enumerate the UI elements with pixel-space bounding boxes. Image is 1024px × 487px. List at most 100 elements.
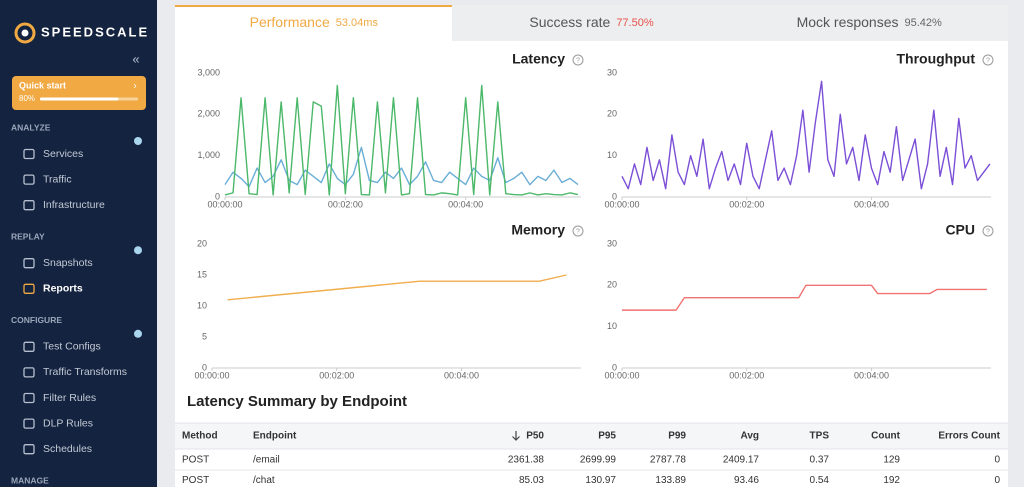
nav-item[interactable]: DLP Rules (43, 417, 93, 429)
x-tick-label: 00:00:00 (604, 370, 639, 380)
inactive-tabs-bg (452, 5, 1008, 41)
table-header[interactable]: Method (182, 431, 218, 442)
y-tick-label: 0 (612, 362, 617, 372)
table-header[interactable]: P99 (668, 431, 686, 442)
table-cell: 2699.99 (580, 455, 617, 466)
help-icon[interactable] (572, 54, 584, 66)
tab-name: Performance (250, 14, 330, 30)
table-title: Latency Summary by Endpoint (187, 393, 407, 410)
nav-icon (23, 283, 35, 294)
y-tick-label: 15 (197, 269, 207, 279)
x-tick-label: 00:00:00 (207, 199, 242, 209)
help-icon[interactable] (572, 225, 584, 237)
sort-icon[interactable] (512, 431, 520, 441)
table-cell: 93.46 (734, 475, 759, 486)
tab[interactable]: Success rate 77.50% (529, 14, 653, 30)
help-icon[interactable] (982, 225, 994, 237)
quick-start-card[interactable] (12, 76, 146, 110)
table-cell: 129 (883, 455, 900, 466)
table-cell: 0 (994, 455, 1000, 466)
nav-item[interactable]: Schedules (43, 443, 92, 455)
x-tick-label: 00:00:00 (604, 199, 639, 209)
table-header[interactable]: Count (871, 431, 901, 442)
quick-start-title: Quick start (19, 80, 66, 90)
y-tick-label: 10 (607, 321, 617, 331)
table-header[interactable]: P95 (598, 431, 616, 442)
nav-item[interactable]: Traffic (43, 173, 72, 185)
y-tick-label: 30 (607, 238, 617, 248)
tab[interactable]: Mock responses 95.42% (797, 14, 942, 30)
help-icon-mark: ? (576, 228, 580, 235)
table-cell: /email (253, 455, 280, 466)
table-cell: 0.54 (810, 475, 830, 486)
nav-item[interactable]: Traffic Transforms (43, 366, 127, 378)
collapse-button[interactable]: « (132, 51, 139, 66)
tab-name: Success rate (529, 14, 610, 30)
nav-icon (23, 148, 35, 160)
help-icon-mark: ? (986, 57, 990, 64)
nav-item[interactable]: Test Configs (43, 341, 101, 353)
tab-value: 77.50% (616, 17, 654, 29)
main-card (175, 5, 1008, 487)
help-icon-mark: ? (986, 228, 990, 235)
y-tick-label: 0 (612, 191, 617, 201)
x-tick-label: 00:02:00 (319, 370, 354, 380)
y-tick-label: 2,000 (197, 109, 220, 119)
table-cell: 130.97 (585, 475, 616, 486)
section-dot (134, 246, 142, 255)
logo-icon-core (21, 29, 29, 37)
quick-start-arrow: › (133, 81, 136, 92)
nav-item[interactable]: Snapshots (43, 257, 93, 269)
table-cell: 2409.17 (723, 455, 760, 466)
y-tick-label: 10 (197, 300, 207, 310)
table-cell: /chat (253, 475, 275, 486)
nav-item[interactable]: Infrastructure (43, 199, 105, 211)
series-line (621, 80, 991, 190)
y-tick-label: 20 (607, 280, 617, 290)
logo-icon (14, 22, 36, 44)
table-header[interactable]: Endpoint (253, 431, 297, 442)
nav-icon (23, 200, 35, 211)
table-cell: 0 (994, 475, 1000, 486)
table-header[interactable]: TPS (810, 431, 830, 442)
nav-item[interactable]: Reports (43, 283, 83, 295)
nav-item[interactable]: Filter Rules (43, 392, 96, 404)
tab-value: 53.04ms (336, 17, 379, 29)
table-header[interactable]: Avg (740, 431, 759, 442)
table-cell: 133.89 (655, 475, 686, 486)
x-tick-label: 00:04:00 (854, 370, 889, 380)
table-cell: 0.37 (810, 455, 830, 466)
section-dot (134, 137, 142, 145)
section-title: REPLAY (11, 231, 45, 241)
tab[interactable]: Performance 53.04ms (250, 14, 379, 30)
help-icon[interactable] (982, 54, 994, 66)
y-tick-label: 3,000 (197, 67, 220, 77)
help-icon-mark: ? (576, 57, 580, 64)
active-tab-border (175, 5, 452, 7)
y-tick-label: 20 (607, 109, 617, 119)
nav-icon (23, 418, 35, 429)
table-header[interactable]: Errors Count (938, 431, 1000, 442)
tab-name: Mock responses (797, 14, 899, 30)
nav-icon (23, 258, 35, 269)
nav-icon (23, 341, 35, 352)
y-tick-label: 30 (607, 67, 617, 77)
quick-start-progress-label: 80% (19, 94, 35, 103)
table-header[interactable]: P50 (526, 431, 544, 442)
x-tick-label: 00:02:00 (729, 199, 764, 209)
x-tick-label: 00:00:00 (194, 370, 229, 380)
nav-item[interactable]: Services (43, 148, 83, 160)
chart-title: Latency (512, 51, 565, 67)
progress-bar (40, 97, 119, 101)
y-tick-label: 20 (197, 238, 207, 248)
tab-value: 95.42% (905, 17, 943, 29)
nav-icon (23, 367, 35, 378)
table-cell: 192 (883, 475, 900, 486)
section-dot (134, 329, 142, 338)
series-line (227, 274, 567, 301)
section-title: CONFIGURE (11, 315, 62, 325)
logo: SPEEDSCALE (41, 24, 149, 39)
series-line (224, 146, 579, 188)
